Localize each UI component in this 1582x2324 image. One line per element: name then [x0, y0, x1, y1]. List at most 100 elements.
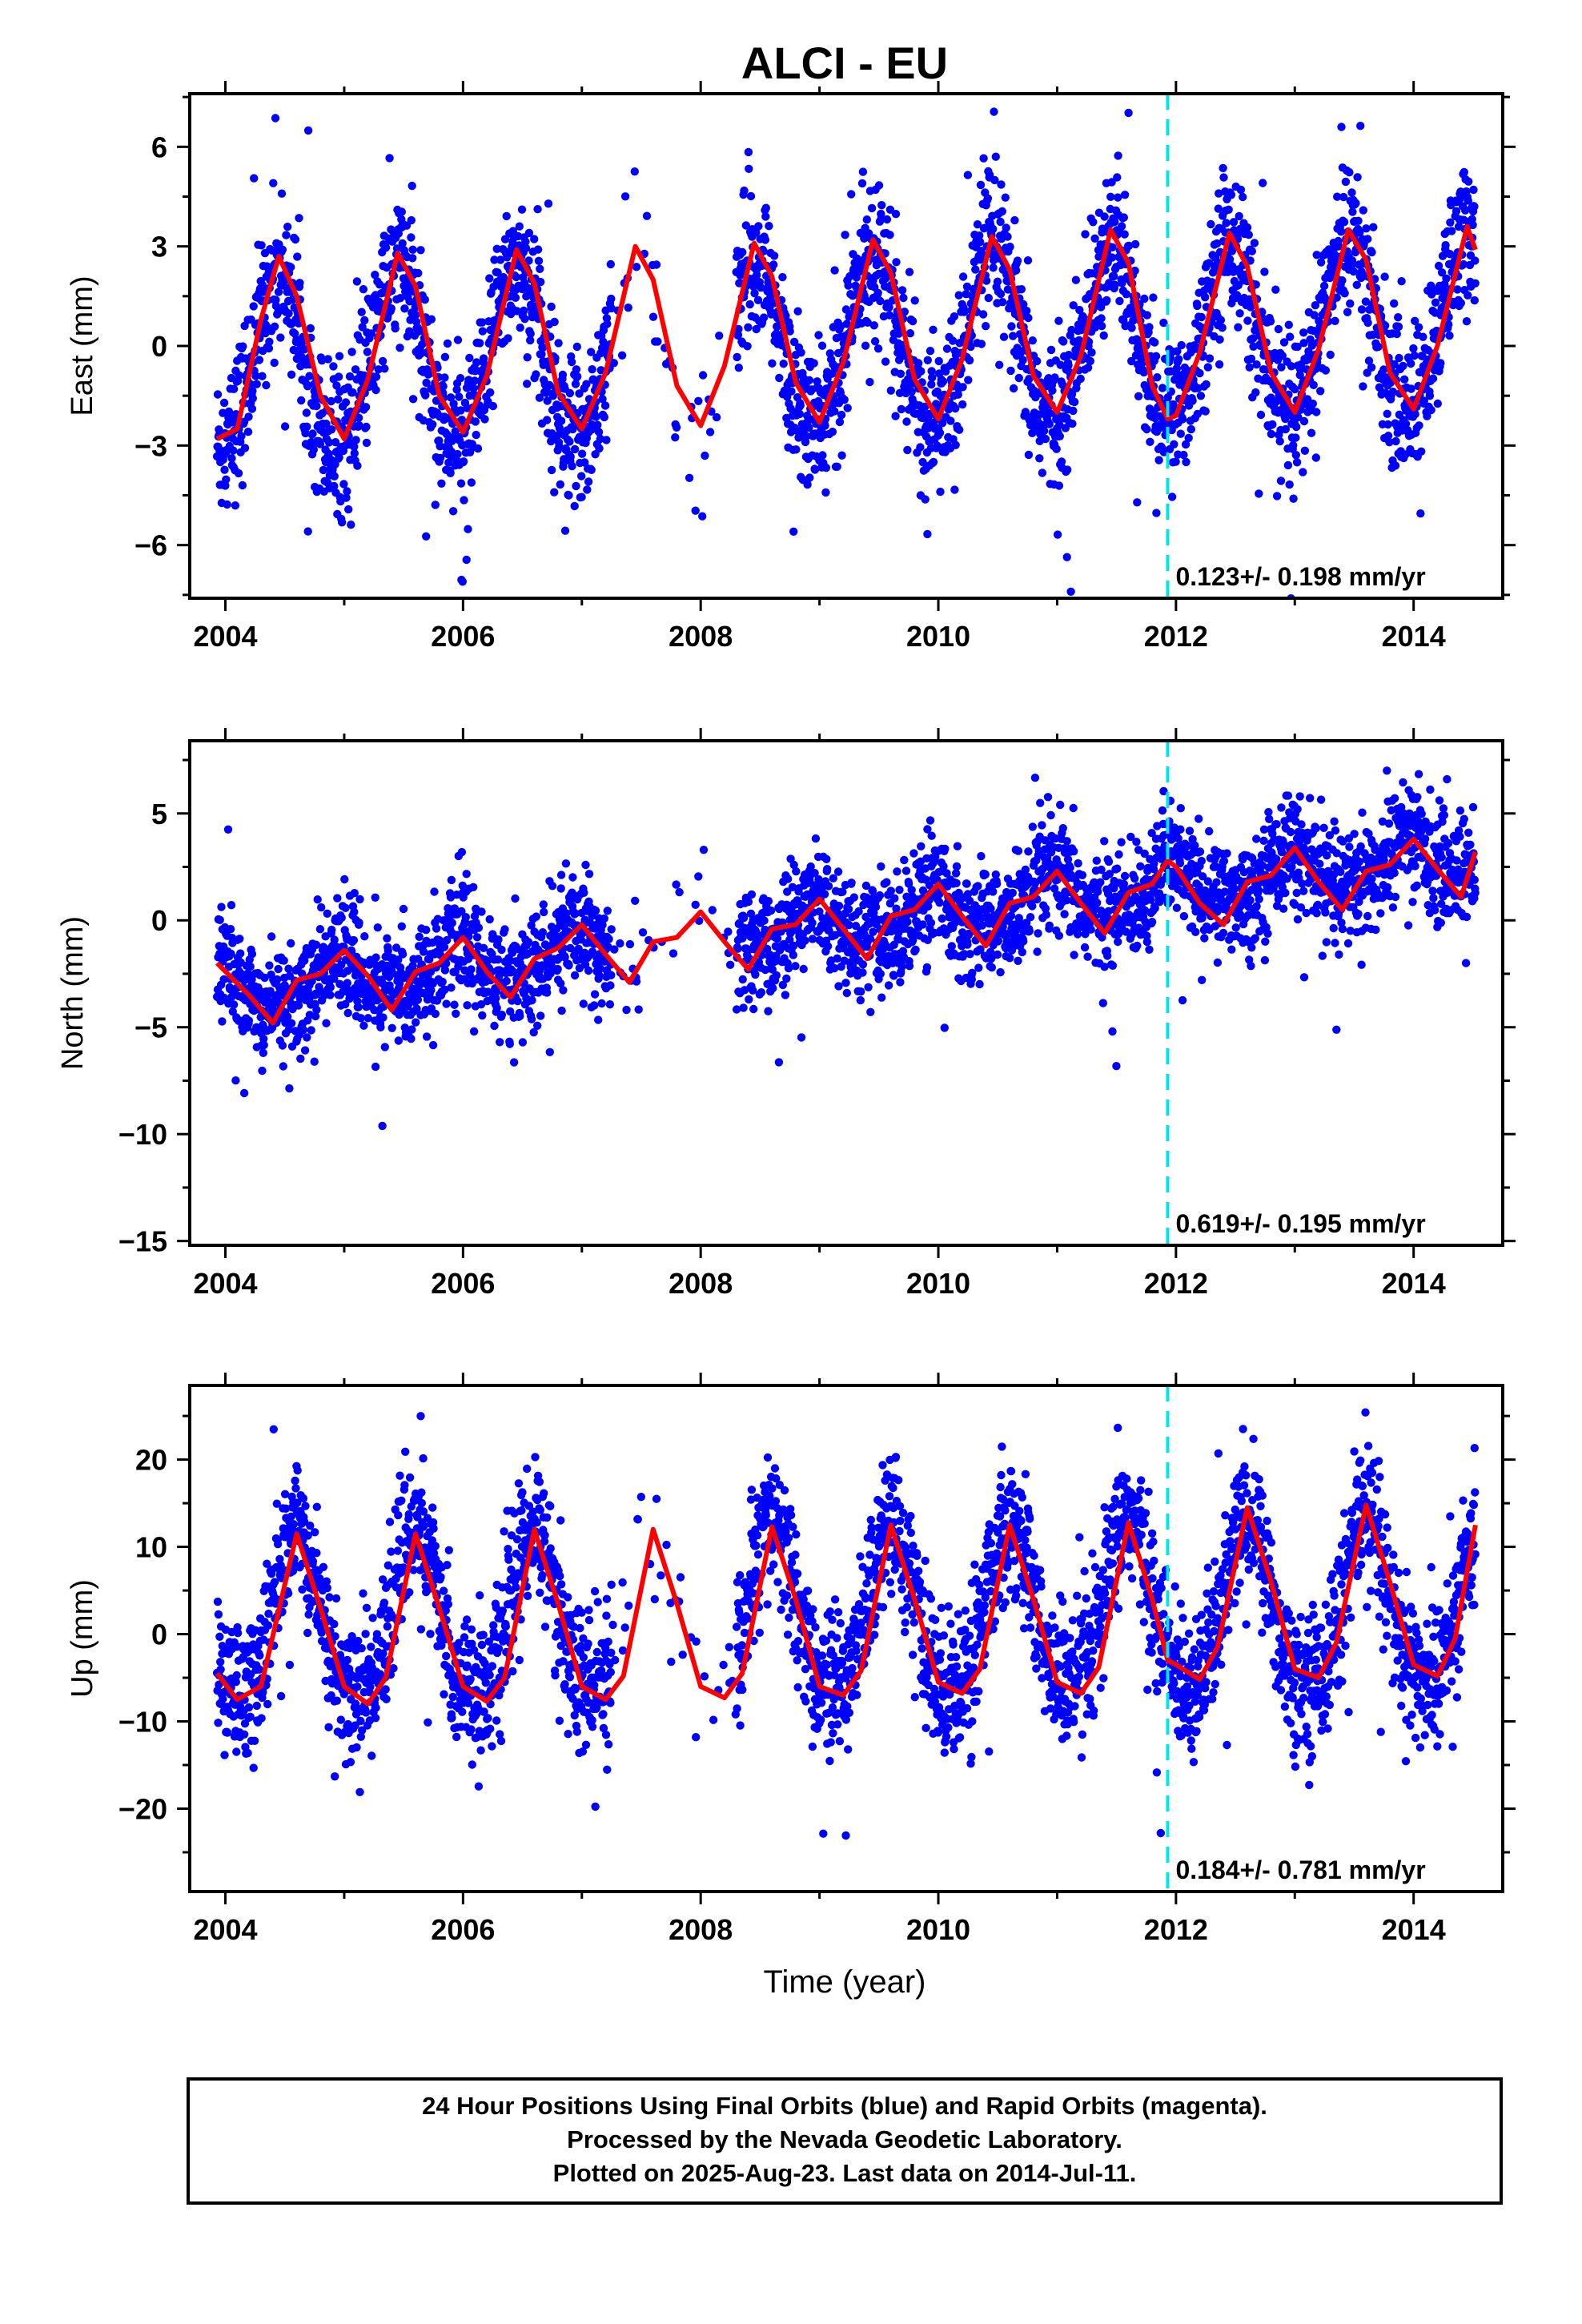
data-point	[805, 473, 814, 482]
data-point	[691, 506, 700, 515]
data-point	[877, 993, 886, 1002]
data-point	[1414, 323, 1423, 332]
data-point	[1193, 301, 1202, 311]
data-point	[376, 1023, 385, 1032]
data-point	[535, 393, 544, 402]
data-point	[1250, 239, 1259, 247]
data-point	[323, 355, 332, 364]
data-point	[533, 1021, 542, 1031]
data-point	[279, 956, 288, 965]
data-point	[808, 935, 817, 943]
data-point	[842, 320, 852, 328]
data-point	[1312, 251, 1321, 259]
data-point	[1419, 332, 1427, 341]
data-point	[724, 927, 733, 936]
data-point	[537, 350, 546, 359]
data-point	[1346, 299, 1355, 308]
data-point	[340, 875, 349, 884]
data-point	[469, 384, 478, 393]
data-point	[789, 527, 798, 536]
data-point	[652, 260, 661, 269]
data-point	[1390, 360, 1399, 369]
data-point	[300, 956, 309, 965]
data-point	[1411, 410, 1419, 419]
data-point	[820, 890, 829, 899]
data-point	[534, 256, 544, 265]
data-point	[422, 378, 431, 388]
data-point	[867, 203, 877, 213]
data-point	[398, 950, 408, 959]
data-point	[1460, 167, 1469, 177]
data-point	[1159, 318, 1168, 328]
data-point	[1291, 451, 1301, 460]
data-point	[1205, 259, 1214, 267]
y-tick-label: 6	[151, 131, 167, 163]
data-point	[462, 555, 471, 565]
data-point	[893, 867, 901, 876]
data-point	[260, 973, 269, 983]
data-point	[1108, 243, 1117, 251]
data-point	[901, 866, 911, 875]
data-point	[360, 316, 369, 325]
data-point	[1222, 219, 1231, 227]
data-point	[1090, 234, 1099, 243]
data-point	[1363, 235, 1372, 243]
data-point	[1284, 320, 1294, 329]
data-point	[1158, 384, 1167, 392]
data-point	[287, 263, 295, 271]
data-point	[227, 901, 236, 910]
data-point	[297, 396, 306, 405]
data-point	[269, 179, 278, 187]
data-point	[419, 947, 428, 956]
data-point	[778, 272, 787, 282]
data-point	[1102, 296, 1111, 305]
data-point	[1391, 461, 1400, 470]
data-point	[502, 211, 511, 221]
data-point	[303, 527, 312, 536]
data-point	[303, 1033, 311, 1042]
data-point	[1193, 409, 1203, 419]
x-tick-label: 2012	[1144, 620, 1208, 653]
data-point	[882, 215, 892, 224]
data-point	[672, 880, 681, 889]
data-point	[1068, 419, 1077, 428]
data-point	[712, 412, 721, 422]
data-point	[379, 1013, 387, 1022]
data-point	[917, 367, 926, 376]
data-point	[858, 960, 868, 969]
data-point	[908, 316, 917, 326]
data-point	[1271, 285, 1280, 294]
data-point	[265, 961, 274, 970]
data-point	[1114, 151, 1122, 160]
data-point	[516, 1011, 524, 1021]
data-point	[631, 896, 640, 906]
data-point	[1407, 359, 1415, 368]
data-point	[1120, 230, 1129, 239]
data-point	[1359, 382, 1367, 391]
data-point	[622, 1005, 631, 1015]
data-point	[746, 191, 756, 201]
data-point	[1229, 218, 1239, 227]
data-point	[301, 428, 310, 438]
data-point	[371, 953, 380, 962]
data-point	[326, 983, 335, 992]
data-point	[394, 1036, 403, 1045]
data-point	[1086, 356, 1095, 366]
data-point	[559, 986, 568, 995]
data-point	[1355, 228, 1364, 237]
data-point	[485, 915, 494, 924]
data-point	[397, 922, 406, 931]
data-point	[1119, 213, 1129, 222]
data-point	[757, 988, 766, 997]
data-point	[950, 312, 959, 321]
data-point	[1097, 321, 1106, 331]
data-point	[422, 926, 431, 935]
data-point	[1134, 392, 1143, 400]
data-point	[342, 493, 351, 502]
data-point	[277, 189, 287, 198]
data-point	[287, 939, 295, 948]
data-point	[407, 233, 416, 242]
data-point	[876, 969, 885, 979]
data-point	[408, 961, 417, 971]
